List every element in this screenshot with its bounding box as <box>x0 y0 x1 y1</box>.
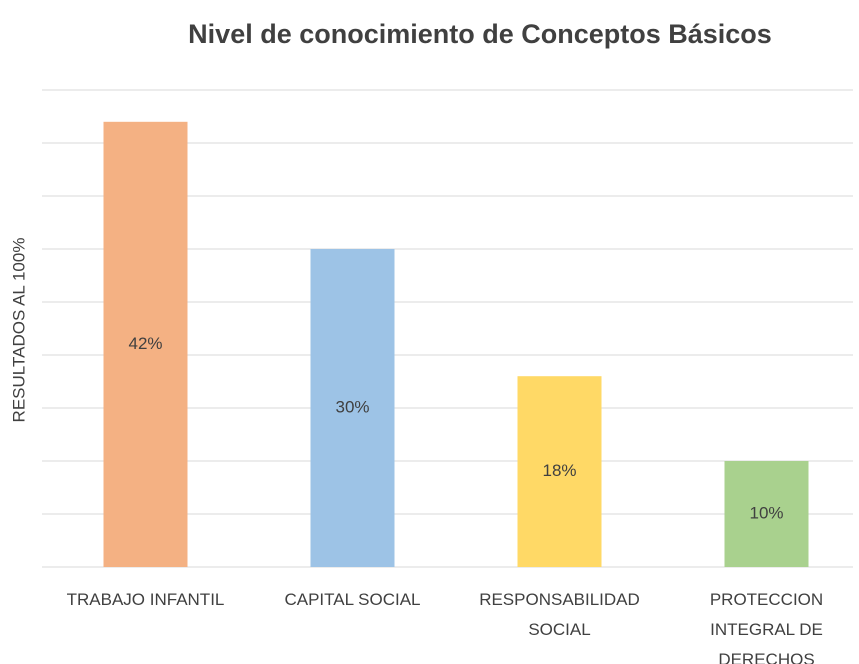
chart-title: Nivel de conocimiento de Conceptos Básic… <box>188 19 772 49</box>
data-label: 42% <box>128 334 162 353</box>
data-label: 10% <box>749 503 783 522</box>
bar <box>103 121 188 568</box>
x-tick-label: TRABAJO INFANTIL <box>66 590 225 609</box>
bar <box>517 376 602 567</box>
bar <box>310 249 395 567</box>
data-label: 30% <box>335 397 369 416</box>
x-tick-label: RESPONSABILIDAD SOCIAL <box>479 590 640 639</box>
y-axis-label: RESULTADOS AL 100% <box>9 238 28 423</box>
x-tick-label: PROTECCION INTEGRAL DE DERECHOS <box>709 590 824 664</box>
data-label: 18% <box>542 461 576 480</box>
bar <box>724 461 809 567</box>
x-tick-label: CAPITAL SOCIAL <box>284 590 421 609</box>
